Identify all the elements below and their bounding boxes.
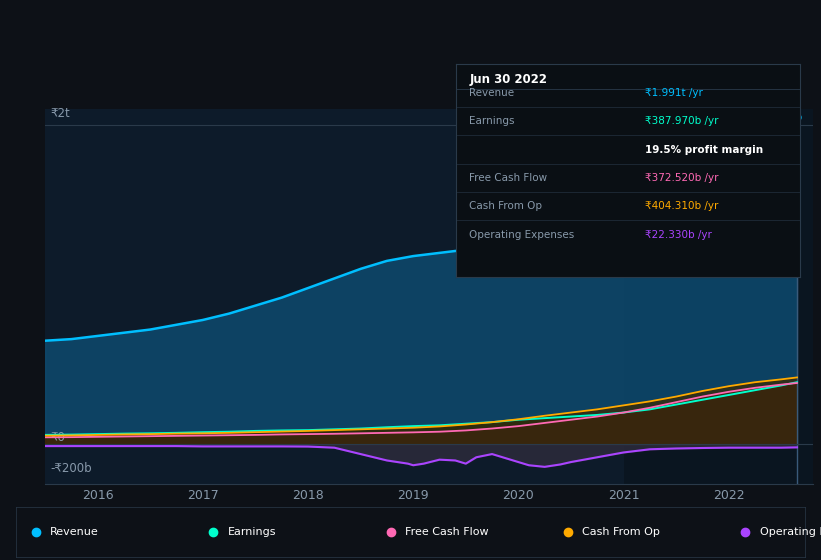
Text: ₹372.520b /yr: ₹372.520b /yr [645, 173, 719, 183]
Text: ₹1.991t /yr: ₹1.991t /yr [645, 88, 703, 98]
Text: ₹387.970b /yr: ₹387.970b /yr [645, 116, 719, 126]
Text: 19.5% profit margin: 19.5% profit margin [645, 144, 764, 155]
Text: Jun 30 2022: Jun 30 2022 [470, 73, 548, 86]
Text: Cash From Op: Cash From Op [582, 527, 660, 537]
Text: ₹22.330b /yr: ₹22.330b /yr [645, 230, 712, 240]
Text: ₹0: ₹0 [50, 431, 66, 444]
Text: Earnings: Earnings [470, 116, 515, 126]
Text: Free Cash Flow: Free Cash Flow [470, 173, 548, 183]
Text: -₹200b: -₹200b [50, 462, 92, 475]
Text: Earnings: Earnings [227, 527, 276, 537]
Text: Cash From Op: Cash From Op [470, 201, 543, 211]
Text: Revenue: Revenue [50, 527, 99, 537]
Text: ₹404.310b /yr: ₹404.310b /yr [645, 201, 718, 211]
Text: ₹2t: ₹2t [50, 108, 70, 120]
Text: Operating Expenses: Operating Expenses [759, 527, 821, 537]
Text: Free Cash Flow: Free Cash Flow [405, 527, 488, 537]
Text: Revenue: Revenue [470, 88, 515, 98]
Bar [623, 109, 813, 484]
Text: Operating Expenses: Operating Expenses [470, 230, 575, 240]
